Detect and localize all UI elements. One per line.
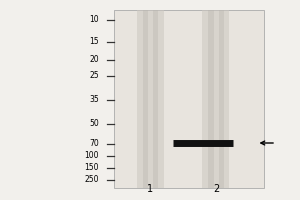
Bar [136,10,164,188]
Text: 150: 150 [85,164,99,172]
Bar [153,10,158,188]
Text: 10: 10 [89,16,99,24]
Text: 15: 15 [89,38,99,46]
Text: 100: 100 [85,152,99,160]
Text: 20: 20 [89,55,99,64]
Text: 2: 2 [213,184,219,194]
Bar [142,10,148,188]
Bar [114,10,264,188]
Bar [219,10,224,188]
Text: 1: 1 [147,184,153,194]
Text: 25: 25 [89,72,99,80]
Text: 35: 35 [89,96,99,104]
Text: 50: 50 [89,119,99,129]
Text: 250: 250 [85,176,99,184]
Bar [202,10,230,188]
Text: 70: 70 [89,140,99,148]
Bar [208,10,214,188]
